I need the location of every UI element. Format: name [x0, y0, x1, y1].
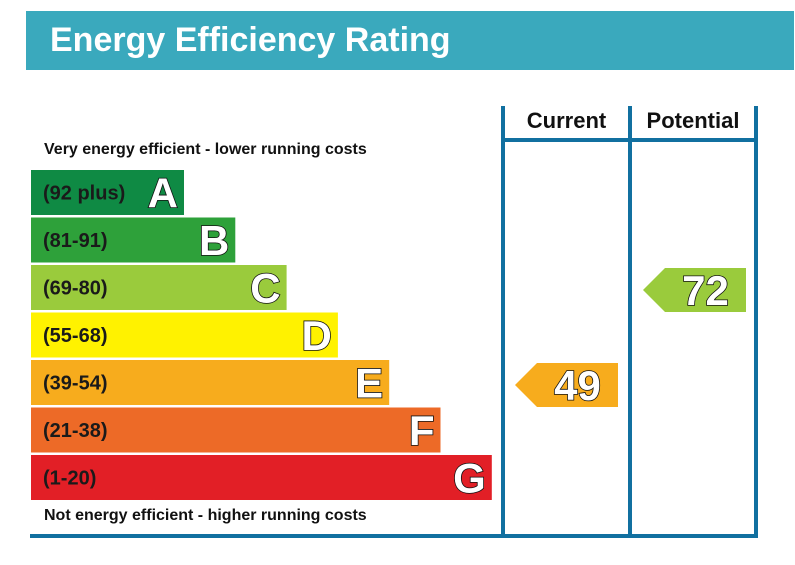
band-range-e: (39-54) [43, 373, 107, 395]
potential-column-header: Potential [646, 108, 740, 133]
current-column-header: Current [526, 108, 607, 133]
band-bar-f [31, 407, 441, 453]
band-letter-c: C [250, 265, 280, 312]
band-range-f: (21-38) [43, 420, 107, 442]
band-range-d: (55-68) [43, 325, 107, 347]
potential-rating-value: 72 [682, 267, 729, 314]
band-bar-e [31, 360, 390, 405]
band-range-b: (81-91) [43, 230, 107, 252]
band-bar-b [31, 217, 236, 263]
bottom-note: Not energy efficient - higher running co… [44, 507, 367, 524]
band-letter-a: A [148, 170, 178, 217]
chart-title: Energy Efficiency Rating [50, 21, 451, 59]
band-letter-d: D [302, 312, 332, 359]
top-note: Very energy efficient - lower running co… [44, 141, 367, 158]
band-bar-c [31, 265, 287, 310]
band-bar-d [31, 312, 338, 358]
band-letter-b: B [199, 217, 229, 264]
band-letter-f: F [409, 407, 435, 454]
band-bar-a [31, 170, 184, 215]
band-letter-g: G [453, 455, 486, 502]
band-letter-e: E [355, 360, 383, 407]
current-rating-value: 49 [554, 362, 601, 409]
band-range-c: (69-80) [43, 278, 107, 300]
header-bar: Energy Efficiency Rating [26, 11, 794, 70]
band-bar-g [31, 455, 492, 500]
band-range-a: (92 plus) [43, 183, 125, 205]
potential-rating-arrow [643, 268, 746, 312]
current-rating-arrow [515, 363, 618, 407]
band-range-g: (1-20) [43, 468, 96, 490]
